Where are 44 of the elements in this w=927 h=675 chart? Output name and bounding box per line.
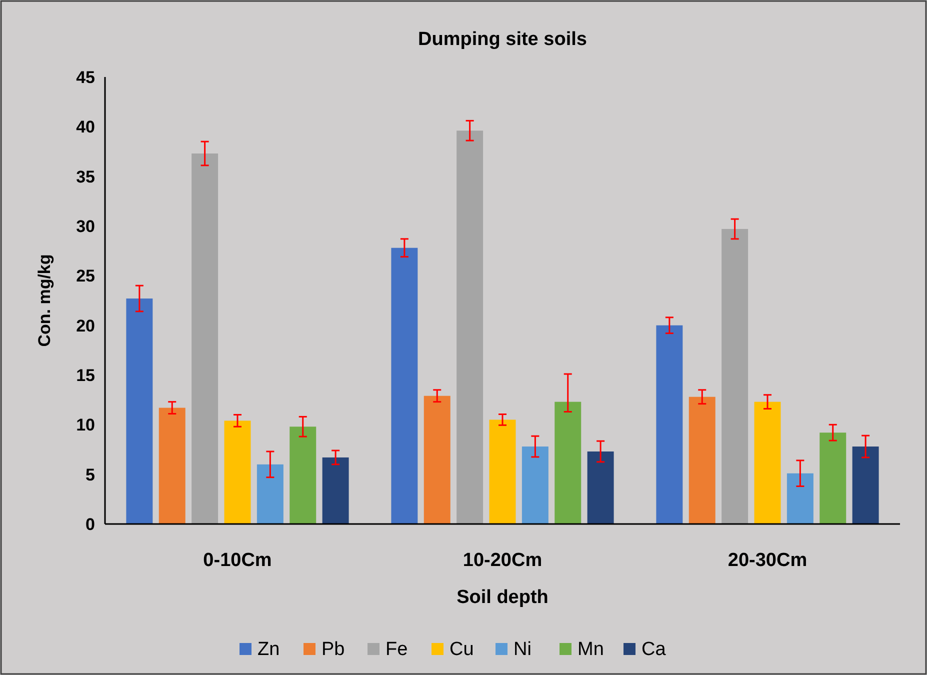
legend-label: Pb xyxy=(322,639,345,660)
bar xyxy=(192,153,218,524)
legend-label: Zn xyxy=(258,639,280,660)
bar xyxy=(587,451,614,524)
legend-label: Ca xyxy=(642,639,666,660)
y-tick-label: 0 xyxy=(86,514,95,534)
x-tick-label: 20-30Cm xyxy=(728,550,808,571)
y-tick-label: 10 xyxy=(76,416,95,435)
y-tick-label: 25 xyxy=(76,266,95,286)
legend-label: Fe xyxy=(386,639,408,660)
legend-label: Mn xyxy=(578,639,604,660)
bar xyxy=(786,473,814,524)
bar xyxy=(456,130,484,524)
bar xyxy=(688,396,716,524)
y-tick-label: 15 xyxy=(76,366,95,385)
y-axis-title: Con. mg/kg xyxy=(35,254,54,347)
bar xyxy=(554,402,582,524)
chart-title: Dumping site soils xyxy=(418,29,587,50)
bar xyxy=(424,396,450,524)
bar xyxy=(290,426,316,524)
legend-label: Cu xyxy=(450,639,474,660)
bar xyxy=(158,408,186,524)
y-tick-label: 40 xyxy=(76,118,95,137)
bar xyxy=(522,446,548,524)
bar xyxy=(126,298,153,524)
bar xyxy=(391,248,418,524)
bar xyxy=(322,457,349,524)
bar xyxy=(722,228,748,524)
y-tick-label: 35 xyxy=(76,167,95,186)
x-axis-title: Soil depth xyxy=(456,587,548,608)
bar xyxy=(754,402,781,524)
y-tick-label: 30 xyxy=(76,216,95,236)
bar xyxy=(820,432,846,524)
bar xyxy=(256,464,284,524)
y-tick-label: 45 xyxy=(76,68,95,87)
bar xyxy=(224,420,251,524)
y-tick-label: 5 xyxy=(86,465,95,484)
bar xyxy=(656,325,683,524)
bar xyxy=(489,420,516,524)
bar xyxy=(852,446,879,524)
y-tick-label: 20 xyxy=(76,316,95,336)
x-tick-label: 10-20Cm xyxy=(462,550,542,571)
x-tick-label: 0-10Cm xyxy=(203,550,272,571)
legend-label: Ni xyxy=(514,639,532,660)
